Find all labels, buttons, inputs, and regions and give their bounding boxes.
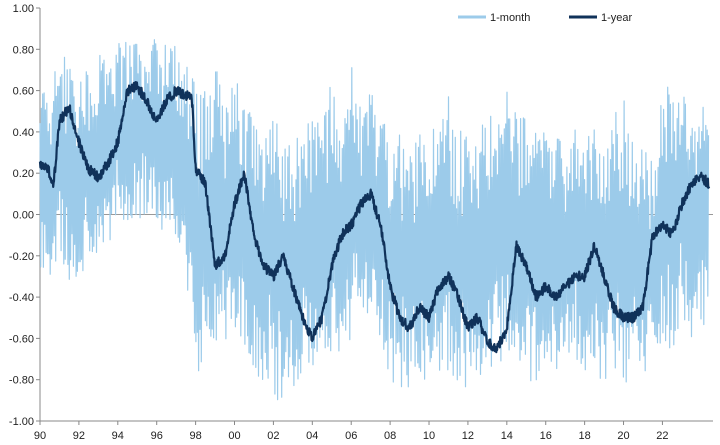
x-tick-label: 92 bbox=[73, 430, 85, 442]
y-tick-label: 0.60 bbox=[13, 86, 34, 98]
x-tick-label: 16 bbox=[540, 430, 552, 442]
y-tick-label: -0.20 bbox=[9, 251, 34, 263]
x-tick-label: 06 bbox=[345, 430, 357, 442]
x-tick-label: 18 bbox=[578, 430, 590, 442]
x-tick-label: 08 bbox=[384, 430, 396, 442]
legend-label-1-year: 1-year bbox=[601, 12, 633, 24]
x-tick-label: 02 bbox=[267, 430, 279, 442]
series-line-1-month bbox=[39, 39, 710, 401]
y-tick-label: 0.20 bbox=[13, 168, 34, 180]
x-tick-label: 00 bbox=[228, 430, 240, 442]
y-axis: 1.00 0.80 0.60 0.40 0.20 0.00 -0.20 -0.40 -0.60 -… bbox=[9, 3, 41, 428]
legend: 1-month 1-year bbox=[458, 12, 633, 24]
y-tick-label: -0.80 bbox=[9, 375, 34, 387]
x-tick-label: 20 bbox=[617, 430, 629, 442]
y-tick-label: 1.00 bbox=[13, 3, 34, 15]
x-tick-label: 90 bbox=[34, 430, 46, 442]
legend-label-1-month: 1-month bbox=[490, 12, 530, 24]
x-axis: 90 92 94 96 98 00 02 04 06 08 10 12 14 16 18 20 22 bbox=[34, 420, 713, 442]
y-tick-label: 0.80 bbox=[13, 44, 34, 56]
y-tick-label: -0.60 bbox=[9, 333, 34, 345]
x-tick-label: 22 bbox=[656, 430, 668, 442]
x-tick-label: 10 bbox=[423, 430, 435, 442]
x-tick-label: 14 bbox=[501, 430, 513, 442]
y-tick-label: -1.00 bbox=[9, 416, 34, 428]
y-tick-label: 0.00 bbox=[13, 210, 34, 222]
series-layer bbox=[38, 39, 711, 401]
x-tick-label: 94 bbox=[112, 430, 124, 442]
y-tick-label: 0.40 bbox=[13, 127, 34, 139]
x-tick-label: 96 bbox=[151, 430, 163, 442]
series-line-1-year bbox=[38, 81, 711, 354]
y-tick-label: -0.40 bbox=[9, 292, 34, 304]
x-tick-label: 98 bbox=[189, 430, 201, 442]
x-tick-label: 04 bbox=[306, 430, 318, 442]
x-tick-label: 12 bbox=[462, 430, 474, 442]
